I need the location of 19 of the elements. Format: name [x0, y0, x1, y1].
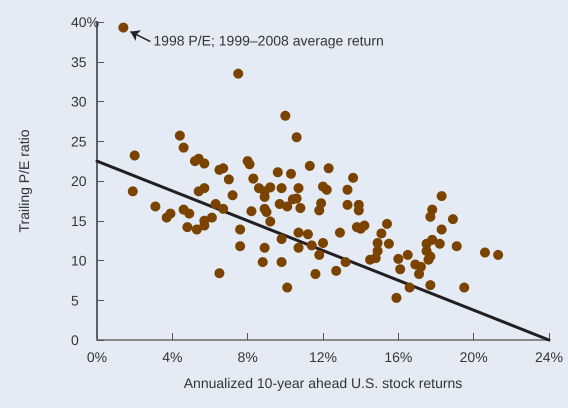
y-tick-label: 30: [71, 94, 87, 110]
y-tick-label: 15: [71, 212, 87, 229]
y-tick-label: 0: [71, 332, 79, 348]
x-tick-label: 24%: [534, 349, 564, 365]
x-tick-label: 16%: [384, 349, 412, 365]
x-tick-label: 12%: [308, 349, 338, 365]
y-tick-label: 10: [71, 252, 87, 268]
x-tick-label: 4%: [162, 349, 182, 365]
y-tick-label: 5: [71, 292, 79, 308]
x-tick-label: 20%: [460, 349, 488, 365]
y-tick-label: 40%: [71, 14, 100, 30]
y-axis-title: Trailing P/E ratio: [16, 129, 32, 232]
x-tick-label: 0%: [86, 349, 108, 365]
y-tick-label: 20: [71, 173, 87, 189]
x-tick-label: 8%: [238, 349, 258, 365]
y-tick-label: 35: [71, 54, 87, 70]
y-tick-label: 25: [71, 133, 87, 150]
annotation: 1998 P/E; 1999–2008 average return: [153, 32, 384, 49]
x-axis-title: Annualized 10-year ahead U.S. stock returns: [184, 375, 462, 391]
